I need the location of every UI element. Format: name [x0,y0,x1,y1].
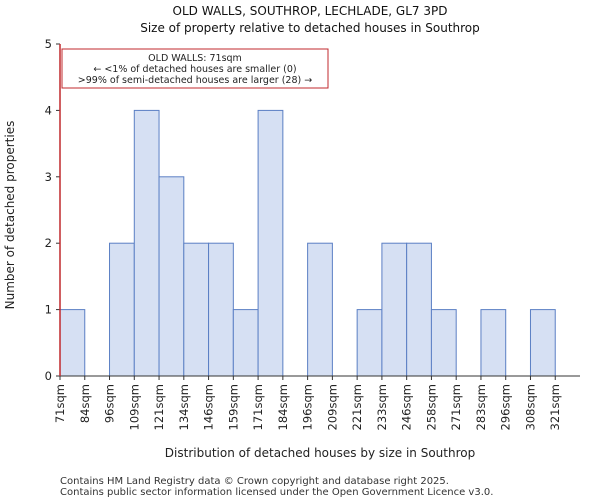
bar-308sqm [529,309,556,377]
x-tick-label: 134sqm [177,384,191,430]
x-tick-label: 121sqm [152,384,166,430]
x-tick-label: 283sqm [474,384,488,430]
annotation-line-2: ← <1% of detached houses are smaller (0) [93,64,296,75]
bar-109sqm [133,109,160,377]
x-tick-label: 321sqm [548,384,562,430]
x-tick-label: 258sqm [424,384,438,430]
x-tick-label: 109sqm [127,384,141,430]
bar-246sqm [406,242,432,377]
x-tick-label: 296sqm [499,384,513,430]
x-tick-label: 184sqm [276,384,290,430]
bar-146sqm [208,242,234,377]
bar-71sqm [59,309,86,377]
bar-96sqm [109,242,135,377]
bar-233sqm [381,242,408,377]
bar-258sqm [430,309,457,377]
x-tick-label: 196sqm [301,384,315,430]
bar-283sqm [480,309,507,377]
y-tick-label: 3 [45,170,52,184]
footer-line-2: Contains public sector information licen… [60,487,493,498]
x-tick-label: 221sqm [350,384,364,430]
x-axis: 71sqm 84sqm 96sqm 109sqm 121sqm 134sqm 146sqm 1… [53,375,580,430]
x-tick-label: 71sqm [53,384,67,423]
bar-196sqm [307,242,333,377]
annotation-line-3: >99% of semi-detached houses are larger … [78,75,312,86]
y-axis: 0 1 2 3 4 5 [45,37,61,383]
x-tick-label: 246sqm [400,384,414,430]
x-axis-label: Distribution of detached houses by size … [165,446,475,460]
x-tick-label: 308sqm [523,384,537,430]
x-tick-label: 209sqm [325,384,339,430]
y-tick-label: 2 [45,236,52,250]
x-tick-label: 146sqm [202,384,216,430]
chart-title: OLD WALLS, SOUTHROP, LECHLADE, GL7 3PD [173,4,448,18]
x-tick-label: 159sqm [226,384,240,430]
bar-171sqm [257,109,284,377]
chart-subtitle: Size of property relative to detached ho… [140,21,480,35]
y-tick-label: 5 [45,37,52,51]
bars-group [59,109,556,377]
x-tick-label: 84sqm [78,384,92,423]
x-tick-label: 96sqm [103,384,117,423]
x-tick-label: 233sqm [375,384,389,430]
bar-134sqm [183,242,210,377]
annotation-line-1: OLD WALLS: 71sqm [148,53,242,64]
y-axis-label: Number of detached properties [3,121,17,310]
bar-159sqm [232,309,259,377]
y-tick-label: 0 [45,369,52,383]
bar-121sqm [158,176,185,377]
x-tick-label: 171sqm [251,384,265,430]
y-tick-label: 4 [45,103,52,117]
bar-221sqm [356,309,383,377]
footer-line-1: Contains HM Land Registry data © Crown c… [60,476,449,487]
y-tick-label: 1 [45,303,52,317]
annotation-box: OLD WALLS: 71sqm ← <1% of detached house… [61,48,329,89]
x-tick-label: 271sqm [449,384,463,430]
